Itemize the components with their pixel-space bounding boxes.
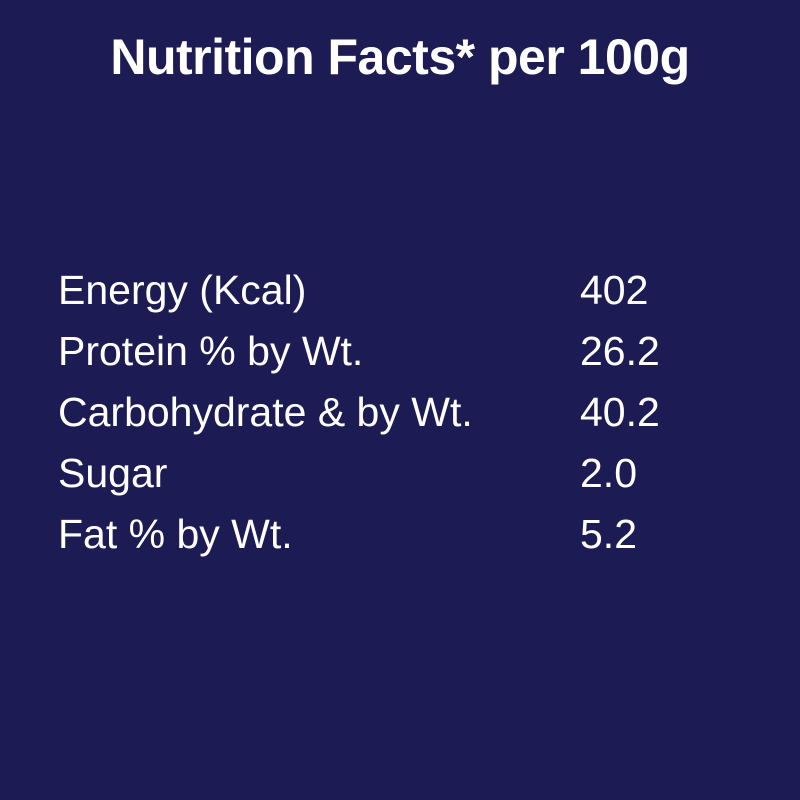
row-value: 5.2 [580, 511, 637, 557]
row-value: 26.2 [580, 328, 660, 374]
nutrition-facts-title: Nutrition Facts* per 100g [110, 29, 690, 85]
table-row-sugar: Sugar 2.0 [58, 443, 740, 504]
row-label: Fat % by Wt. [58, 511, 293, 557]
row-label: Sugar [58, 450, 168, 496]
row-value: 2.0 [580, 450, 637, 496]
row-label: Protein % by Wt. [58, 328, 364, 374]
table-row-carbohydrate: Carbohydrate & by Wt. 40.2 [58, 382, 740, 443]
table-row-fat: Fat % by Wt. 5.2 [58, 504, 740, 565]
nutrition-facts-table: Energy (Kcal) 402 Protein % by Wt. 26.2 … [58, 260, 740, 565]
row-value: 402 [580, 267, 649, 313]
row-label: Carbohydrate & by Wt. [58, 389, 473, 435]
table-row-protein: Protein % by Wt. 26.2 [58, 321, 740, 382]
row-label: Energy (Kcal) [58, 267, 307, 313]
table-row-energy: Energy (Kcal) 402 [58, 260, 740, 321]
row-value: 40.2 [580, 389, 660, 435]
